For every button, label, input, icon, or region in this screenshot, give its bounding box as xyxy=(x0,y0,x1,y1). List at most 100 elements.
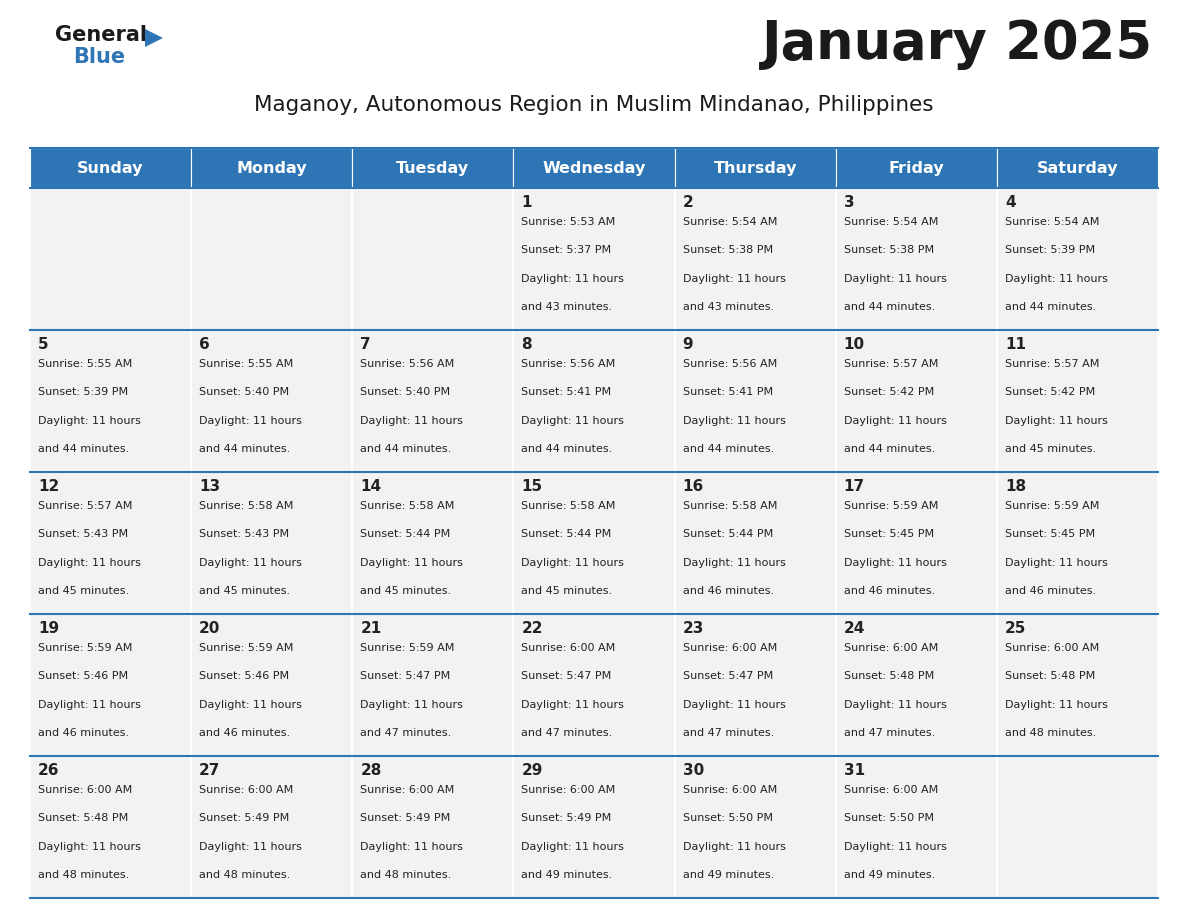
Text: and 45 minutes.: and 45 minutes. xyxy=(200,586,290,596)
Text: 24: 24 xyxy=(843,621,865,636)
Text: Sunset: 5:44 PM: Sunset: 5:44 PM xyxy=(522,530,612,539)
Text: and 46 minutes.: and 46 minutes. xyxy=(200,728,290,738)
Text: Daylight: 11 hours: Daylight: 11 hours xyxy=(360,700,463,710)
Text: Sunset: 5:42 PM: Sunset: 5:42 PM xyxy=(1005,387,1095,397)
Bar xyxy=(513,188,675,330)
Text: Daylight: 11 hours: Daylight: 11 hours xyxy=(38,842,141,852)
Bar xyxy=(513,148,675,188)
Text: Sunset: 5:49 PM: Sunset: 5:49 PM xyxy=(200,813,290,823)
Text: Sunrise: 5:54 AM: Sunrise: 5:54 AM xyxy=(683,217,777,227)
Text: Sunrise: 5:54 AM: Sunrise: 5:54 AM xyxy=(1005,217,1099,227)
Text: 5: 5 xyxy=(38,337,49,352)
Bar xyxy=(191,756,353,898)
Text: Daylight: 11 hours: Daylight: 11 hours xyxy=(360,842,463,852)
Bar xyxy=(997,188,1158,330)
Text: Sunrise: 5:53 AM: Sunrise: 5:53 AM xyxy=(522,217,615,227)
Text: General: General xyxy=(55,25,147,45)
Text: Sunset: 5:37 PM: Sunset: 5:37 PM xyxy=(522,245,612,255)
Text: Wednesday: Wednesday xyxy=(542,161,646,175)
Text: and 48 minutes.: and 48 minutes. xyxy=(360,869,451,879)
Text: Blue: Blue xyxy=(72,47,125,67)
Text: 8: 8 xyxy=(522,337,532,352)
Text: 28: 28 xyxy=(360,763,381,778)
Bar xyxy=(675,472,835,614)
Text: Daylight: 11 hours: Daylight: 11 hours xyxy=(522,274,625,284)
Text: Sunset: 5:40 PM: Sunset: 5:40 PM xyxy=(200,387,289,397)
Text: Daylight: 11 hours: Daylight: 11 hours xyxy=(843,274,947,284)
Bar xyxy=(675,148,835,188)
Text: Sunset: 5:49 PM: Sunset: 5:49 PM xyxy=(522,813,612,823)
Bar xyxy=(513,756,675,898)
Text: Sunrise: 5:58 AM: Sunrise: 5:58 AM xyxy=(522,501,615,511)
Text: Sunset: 5:43 PM: Sunset: 5:43 PM xyxy=(38,530,128,539)
Text: 22: 22 xyxy=(522,621,543,636)
Text: Daylight: 11 hours: Daylight: 11 hours xyxy=(200,557,302,567)
Bar xyxy=(997,756,1158,898)
Text: Sunrise: 6:00 AM: Sunrise: 6:00 AM xyxy=(683,785,777,795)
Text: and 44 minutes.: and 44 minutes. xyxy=(360,443,451,453)
Bar xyxy=(353,756,513,898)
Text: Daylight: 11 hours: Daylight: 11 hours xyxy=(1005,700,1107,710)
Text: Daylight: 11 hours: Daylight: 11 hours xyxy=(38,557,141,567)
Text: 23: 23 xyxy=(683,621,704,636)
Text: Sunrise: 6:00 AM: Sunrise: 6:00 AM xyxy=(843,785,939,795)
Text: Sunset: 5:46 PM: Sunset: 5:46 PM xyxy=(38,671,128,681)
Text: Sunset: 5:48 PM: Sunset: 5:48 PM xyxy=(38,813,128,823)
Text: Sunrise: 5:57 AM: Sunrise: 5:57 AM xyxy=(1005,359,1099,369)
Text: and 45 minutes.: and 45 minutes. xyxy=(360,586,451,596)
Bar xyxy=(675,330,835,472)
Bar xyxy=(353,148,513,188)
Text: Sunset: 5:38 PM: Sunset: 5:38 PM xyxy=(683,245,772,255)
Text: Daylight: 11 hours: Daylight: 11 hours xyxy=(360,557,463,567)
Text: Sunset: 5:43 PM: Sunset: 5:43 PM xyxy=(200,530,289,539)
Text: Sunrise: 6:00 AM: Sunrise: 6:00 AM xyxy=(522,785,615,795)
Text: Sunrise: 5:59 AM: Sunrise: 5:59 AM xyxy=(38,643,132,653)
Text: 6: 6 xyxy=(200,337,210,352)
Bar xyxy=(191,614,353,756)
Text: and 47 minutes.: and 47 minutes. xyxy=(360,728,451,738)
Text: Sunrise: 5:58 AM: Sunrise: 5:58 AM xyxy=(200,501,293,511)
Text: Daylight: 11 hours: Daylight: 11 hours xyxy=(38,700,141,710)
Text: Sunrise: 5:59 AM: Sunrise: 5:59 AM xyxy=(1005,501,1099,511)
Text: and 44 minutes.: and 44 minutes. xyxy=(683,443,773,453)
Text: Sunrise: 6:00 AM: Sunrise: 6:00 AM xyxy=(683,643,777,653)
Bar xyxy=(997,148,1158,188)
Text: 26: 26 xyxy=(38,763,59,778)
Bar xyxy=(30,330,191,472)
Bar xyxy=(513,614,675,756)
Text: Tuesday: Tuesday xyxy=(397,161,469,175)
Text: Sunrise: 5:59 AM: Sunrise: 5:59 AM xyxy=(360,643,455,653)
Text: Daylight: 11 hours: Daylight: 11 hours xyxy=(843,557,947,567)
Text: and 44 minutes.: and 44 minutes. xyxy=(522,443,613,453)
Text: Sunrise: 6:00 AM: Sunrise: 6:00 AM xyxy=(38,785,132,795)
Text: Daylight: 11 hours: Daylight: 11 hours xyxy=(843,842,947,852)
Text: Sunday: Sunday xyxy=(77,161,144,175)
Text: Daylight: 11 hours: Daylight: 11 hours xyxy=(683,557,785,567)
Text: Sunrise: 5:55 AM: Sunrise: 5:55 AM xyxy=(200,359,293,369)
Text: 12: 12 xyxy=(38,479,59,494)
Text: Sunrise: 5:57 AM: Sunrise: 5:57 AM xyxy=(843,359,939,369)
Text: Daylight: 11 hours: Daylight: 11 hours xyxy=(843,700,947,710)
Text: Sunset: 5:46 PM: Sunset: 5:46 PM xyxy=(200,671,289,681)
Text: Sunset: 5:50 PM: Sunset: 5:50 PM xyxy=(683,813,772,823)
Text: Daylight: 11 hours: Daylight: 11 hours xyxy=(38,416,141,426)
Text: 20: 20 xyxy=(200,621,221,636)
Text: and 48 minutes.: and 48 minutes. xyxy=(200,869,290,879)
Text: Saturday: Saturday xyxy=(1037,161,1118,175)
Text: and 49 minutes.: and 49 minutes. xyxy=(683,869,773,879)
Text: and 46 minutes.: and 46 minutes. xyxy=(843,586,935,596)
Text: Sunset: 5:44 PM: Sunset: 5:44 PM xyxy=(683,530,773,539)
Text: Sunrise: 5:59 AM: Sunrise: 5:59 AM xyxy=(200,643,293,653)
Text: and 49 minutes.: and 49 minutes. xyxy=(843,869,935,879)
Bar xyxy=(513,472,675,614)
Text: Daylight: 11 hours: Daylight: 11 hours xyxy=(200,416,302,426)
Text: Daylight: 11 hours: Daylight: 11 hours xyxy=(1005,274,1107,284)
Bar xyxy=(835,188,997,330)
Text: Daylight: 11 hours: Daylight: 11 hours xyxy=(522,557,625,567)
Bar xyxy=(191,188,353,330)
Text: and 49 minutes.: and 49 minutes. xyxy=(522,869,613,879)
Text: 10: 10 xyxy=(843,337,865,352)
Bar xyxy=(997,614,1158,756)
Text: and 46 minutes.: and 46 minutes. xyxy=(38,728,129,738)
Text: Sunrise: 6:00 AM: Sunrise: 6:00 AM xyxy=(360,785,455,795)
